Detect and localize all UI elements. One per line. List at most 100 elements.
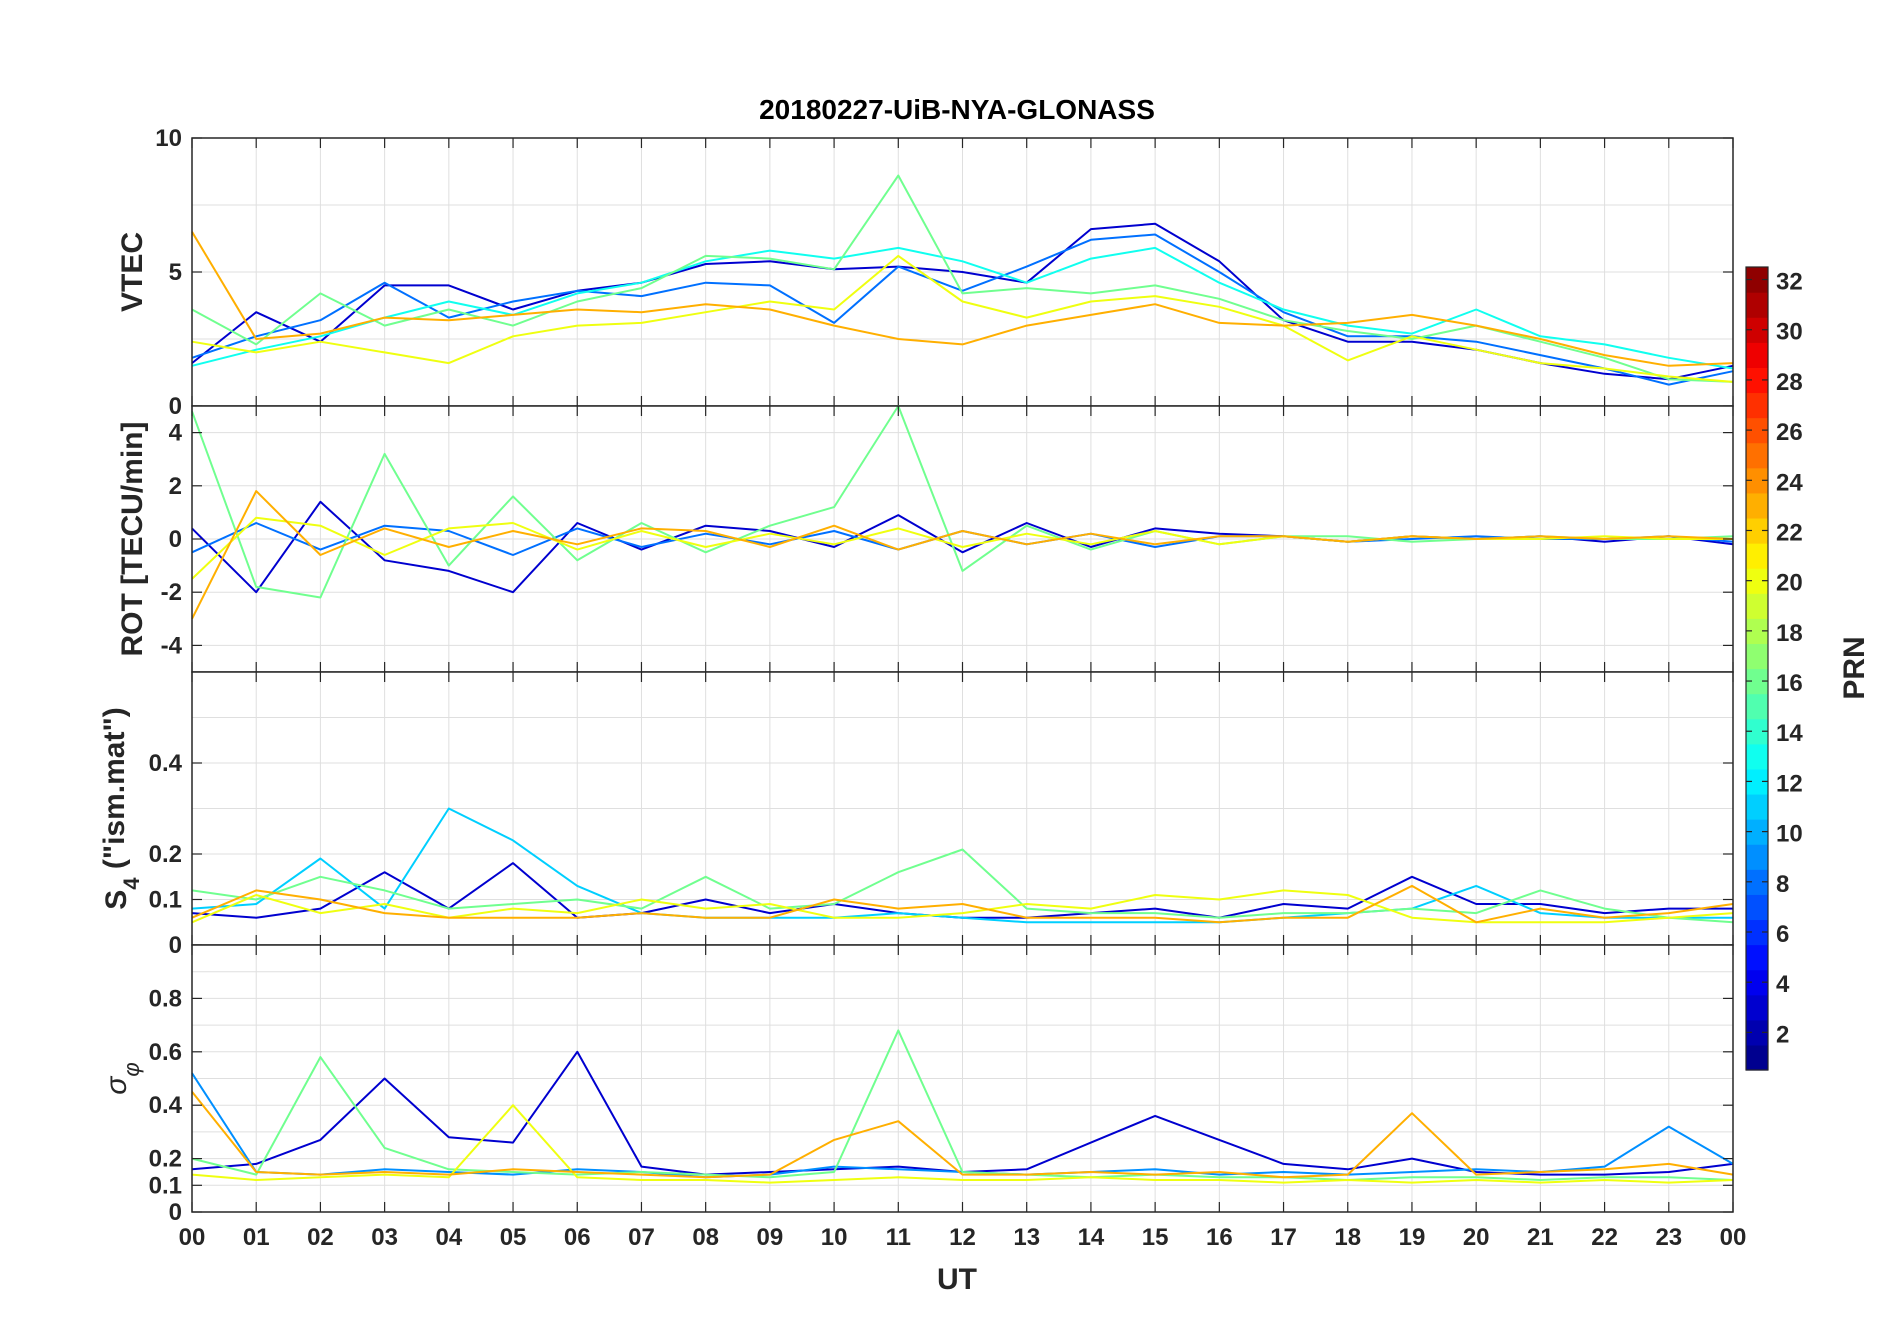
- colorbar-bin: [1746, 768, 1768, 795]
- y-axis-label-rest: ("ism.mat"): [98, 707, 131, 877]
- colorbar-bin: [1746, 392, 1768, 419]
- colorbar-bin: [1746, 668, 1768, 695]
- colorbar-bin: [1746, 793, 1768, 820]
- colorbar-bin: [1746, 593, 1768, 619]
- series-line-prn-16: [191, 1029, 1734, 1181]
- colorbar-bin: [1746, 969, 1768, 996]
- panel-4: 00.10.2 0.4 0.6 0.8 σφ: [100, 944, 1734, 1226]
- series-line-prn-23: [191, 884, 1734, 924]
- series-group: [191, 405, 1734, 620]
- colorbar-bin: [1746, 693, 1768, 720]
- series-line-prn-23: [191, 1091, 1734, 1179]
- colorbar-bin: [1746, 869, 1768, 895]
- series-line-prn-8: [191, 233, 1734, 386]
- series-line-prn-20: [191, 1104, 1734, 1184]
- y-tick-label: 0.1: [149, 1172, 182, 1199]
- y-tick-label: 0.6: [149, 1039, 182, 1066]
- colorbar-bin: [1746, 442, 1768, 469]
- y-tick-label: 5: [169, 259, 182, 286]
- y-tick-label: 0: [169, 932, 182, 959]
- x-tick-label: 22: [1591, 1224, 1618, 1251]
- colorbar-tick-label: 28: [1776, 369, 1803, 396]
- colorbar-tick-label: 16: [1776, 670, 1803, 697]
- y-tick-label: 0.2: [149, 1146, 182, 1173]
- colorbar-label: PRN: [1838, 636, 1871, 699]
- colorbar-bin: [1746, 292, 1768, 318]
- colorbar-bin: [1746, 543, 1768, 569]
- colorbar-tick-label: 20: [1776, 570, 1803, 597]
- y-tick-label: 2: [169, 473, 182, 500]
- y-ticks: [192, 432, 1733, 647]
- grid: [192, 138, 1733, 406]
- colorbar-tick-label: 30: [1776, 319, 1803, 346]
- y-axis-label: σφ: [100, 1062, 144, 1094]
- y-tick-label: 0.8: [149, 985, 182, 1012]
- x-tick-label: 02: [307, 1224, 334, 1251]
- x-tick-label: 04: [435, 1224, 462, 1251]
- x-tick-label: 12: [949, 1224, 976, 1251]
- x-tick-label: 15: [1142, 1224, 1169, 1251]
- panel-2: -4 -2 0 2 4 ROT [TECU/min]: [116, 405, 1734, 673]
- x-tick-label: 16: [1206, 1224, 1233, 1251]
- colorbar-bin: [1746, 643, 1768, 670]
- x-tick-label: 13: [1013, 1224, 1040, 1251]
- y-ticks: [192, 997, 1733, 1213]
- x-tick-label: 19: [1399, 1224, 1426, 1251]
- series-line-prn-16: [191, 848, 1734, 924]
- colorbar-bin: [1746, 1044, 1768, 1071]
- x-tick-label: 18: [1334, 1224, 1361, 1251]
- x-tick-label: 01: [243, 1224, 270, 1251]
- x-tick-label: 10: [821, 1224, 848, 1251]
- colorbar-bin: [1746, 618, 1768, 644]
- colorbar-tick-label: 24: [1776, 469, 1803, 496]
- colorbar-bin: [1746, 317, 1768, 343]
- colorbar-bin: [1746, 492, 1768, 519]
- colorbar-tick-label: 8: [1776, 871, 1789, 898]
- x-axis-label: UT: [937, 1263, 977, 1296]
- series-group: [191, 1029, 1734, 1184]
- x-tick-label: 00: [1720, 1224, 1747, 1251]
- y-tick-label: 0.4: [149, 1092, 183, 1119]
- x-tick-label: 05: [500, 1224, 527, 1251]
- colorbar-tick-label: 10: [1776, 821, 1803, 848]
- colorbar-bin: [1746, 718, 1768, 745]
- series-line-prn-13: [191, 246, 1734, 370]
- colorbar-bin: [1746, 342, 1768, 368]
- series-group: [191, 807, 1734, 924]
- x-tick-label: 23: [1655, 1224, 1682, 1251]
- y-tick-label: -4: [161, 632, 183, 659]
- y-tick-label: 0.2: [149, 841, 182, 868]
- colorbar-bin: [1746, 1019, 1768, 1046]
- x-tick-label: 09: [757, 1224, 784, 1251]
- x-tick-label: 06: [564, 1224, 591, 1251]
- y-tick-label: 0.4: [149, 750, 183, 777]
- x-tick-label: 03: [371, 1224, 398, 1251]
- colorbar-bin: [1746, 894, 1768, 921]
- series-group: [191, 174, 1734, 386]
- x-tick-label: 14: [1078, 1224, 1105, 1251]
- y-axis-label: ROT [TECU/min]: [116, 422, 149, 657]
- colorbar-tick-label: 2: [1776, 1021, 1789, 1048]
- x-tick-label: 00: [179, 1224, 206, 1251]
- colorbar-bin: [1746, 417, 1768, 444]
- x-tick-labels: 00 01 02 03 04 05 06 07 08 09 10 11 12 13 14 15 16 17 18 19…: [179, 1224, 1747, 1251]
- y-tick-label: 0.1: [149, 887, 182, 914]
- colorbar-bin: [1746, 517, 1768, 544]
- y-tick-label: 0: [169, 393, 182, 420]
- colorbar-bin: [1746, 743, 1768, 770]
- series-line-prn-11: [191, 807, 1733, 924]
- y-axis-label-main: σ: [100, 1075, 133, 1095]
- x-ticks: [191, 406, 1734, 672]
- panel-1: 0 5 10 VTEC: [116, 125, 1734, 420]
- x-tick-label: 07: [628, 1224, 655, 1251]
- y-tick-label: 4: [169, 420, 183, 447]
- x-tick-label: 08: [692, 1224, 719, 1251]
- x-ticks: [191, 138, 1734, 406]
- colorbar-tick-label: 26: [1776, 419, 1803, 446]
- x-ticks: [191, 672, 1734, 945]
- series-line-prn-20: [191, 254, 1734, 383]
- y-tick-label: 0: [169, 526, 182, 553]
- x-tick-label: 11: [886, 1224, 911, 1251]
